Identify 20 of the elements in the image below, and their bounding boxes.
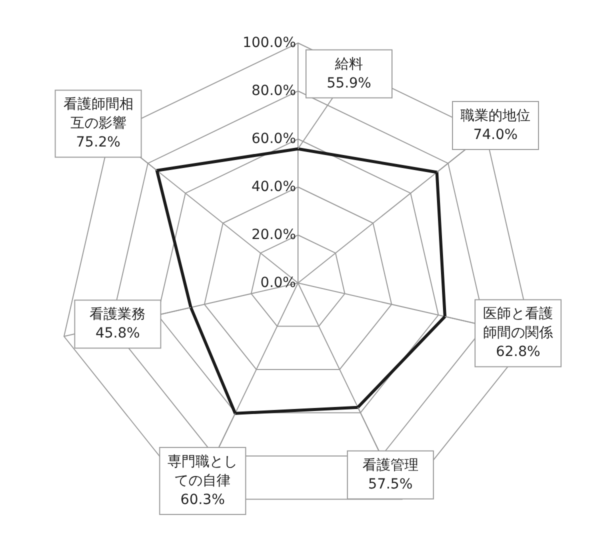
data-label: 60.3% [180, 492, 225, 508]
spoke-label: 医師と看護師間の関係 [483, 306, 554, 342]
spoke-label: 看護業務 [90, 306, 146, 323]
data-label: 75.2% [76, 134, 120, 151]
y-tick-label: 40.0% [252, 179, 296, 195]
data-label: 57.5% [368, 476, 413, 492]
y-tick-label: 80.0% [252, 83, 296, 99]
spoke-label: 職業的地位 [460, 108, 530, 124]
data-label: 55.9% [326, 75, 372, 92]
data-label: 62.8% [496, 344, 540, 360]
y-tick-label: 60.0% [252, 131, 296, 147]
spoke-label: 看護師間相互の影響 [63, 96, 134, 132]
y-tick-label: 0.0% [260, 275, 296, 291]
y-tick-label: 20.0% [252, 227, 296, 243]
spoke-label: 給料 [334, 56, 363, 72]
y-tick-label: 100.0% [242, 35, 296, 51]
spoke-label: 看護管理 [362, 457, 418, 474]
spoke-label: 専門職としての自律 [168, 454, 238, 489]
data-label: 45.8% [95, 326, 140, 342]
data-label: 74.0% [473, 127, 518, 144]
